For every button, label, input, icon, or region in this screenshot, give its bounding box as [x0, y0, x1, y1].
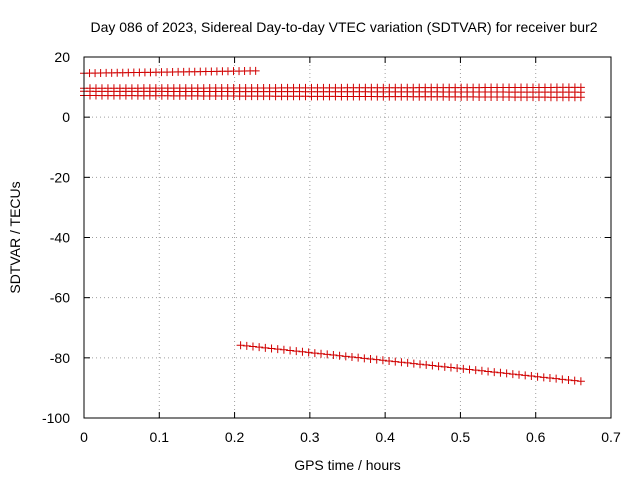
data-point	[527, 372, 536, 381]
data-point	[403, 358, 412, 367]
data-point	[552, 374, 561, 383]
data-point	[304, 348, 313, 357]
data-point	[310, 349, 319, 358]
data-point	[317, 349, 326, 358]
data-point	[564, 375, 573, 384]
data-point	[490, 368, 499, 377]
data-point	[279, 345, 288, 354]
series-sat-a	[80, 66, 260, 78]
data-point	[292, 347, 301, 356]
y-tick-label: -20	[50, 169, 70, 185]
x-tick-label: 0.2	[225, 429, 245, 445]
data-point	[397, 358, 406, 367]
x-tick-label: 0.1	[150, 429, 170, 445]
y-tick-label: 20	[54, 49, 70, 65]
data-points	[80, 66, 585, 386]
x-tick-label: 0.3	[300, 429, 320, 445]
x-tick-label: 0.6	[526, 429, 546, 445]
data-point	[236, 341, 245, 350]
x-tick-label: 0.7	[601, 429, 621, 445]
data-point	[255, 343, 264, 352]
data-point	[496, 368, 505, 377]
chart-title: Day 086 of 2023, Sidereal Day-to-day VTE…	[90, 19, 597, 35]
data-point	[477, 366, 486, 375]
data-point	[434, 362, 443, 371]
data-point	[298, 347, 307, 356]
data-point	[459, 364, 468, 373]
series-sat-e	[236, 341, 585, 386]
data-point	[422, 360, 431, 369]
data-point	[558, 375, 567, 384]
data-point	[372, 355, 381, 364]
data-point	[323, 350, 332, 359]
data-point	[416, 360, 425, 369]
data-point	[576, 377, 585, 386]
y-tick-label: -80	[50, 350, 70, 366]
plot-frame	[83, 56, 612, 419]
data-point	[273, 345, 282, 354]
data-point	[484, 367, 493, 376]
data-point	[329, 351, 338, 360]
x-axis-label: GPS time / hours	[294, 457, 401, 473]
data-point	[409, 359, 418, 368]
y-axis-label: SDTVAR / TECUs	[7, 181, 23, 293]
y-tick-label: -60	[50, 290, 70, 306]
x-tick-label: 0	[80, 429, 88, 445]
data-point	[508, 370, 517, 379]
y-tick-label: -100	[42, 410, 70, 426]
x-tick-label: 0.4	[375, 429, 395, 445]
data-point	[248, 342, 257, 351]
data-point	[335, 351, 344, 360]
data-point	[465, 365, 474, 374]
y-tick-label: 0	[62, 109, 70, 125]
y-tick-label: -40	[50, 230, 70, 246]
data-point	[440, 362, 449, 371]
data-point	[545, 374, 554, 383]
data-point	[286, 346, 295, 355]
data-point	[533, 372, 542, 381]
data-point	[446, 363, 455, 372]
series-sat-d	[80, 91, 585, 102]
data-point	[521, 371, 530, 380]
data-point	[515, 370, 524, 379]
data-point	[391, 357, 400, 366]
grid-lines	[84, 57, 611, 418]
data-point	[385, 356, 394, 365]
data-point	[366, 354, 375, 363]
x-tick-label: 0.5	[451, 429, 471, 445]
data-point	[453, 364, 462, 373]
data-point	[251, 66, 260, 75]
data-point	[360, 354, 369, 363]
data-point	[378, 356, 387, 365]
data-point	[576, 93, 585, 102]
data-point	[347, 353, 356, 362]
data-point	[341, 352, 350, 361]
data-point	[539, 373, 548, 382]
data-point	[471, 366, 480, 375]
data-point	[267, 344, 276, 353]
data-point	[261, 343, 270, 352]
data-point	[502, 369, 511, 378]
axis-ticks	[83, 56, 612, 419]
data-point	[354, 353, 363, 362]
data-point	[428, 361, 437, 370]
data-point	[242, 341, 251, 350]
data-point	[570, 376, 579, 385]
